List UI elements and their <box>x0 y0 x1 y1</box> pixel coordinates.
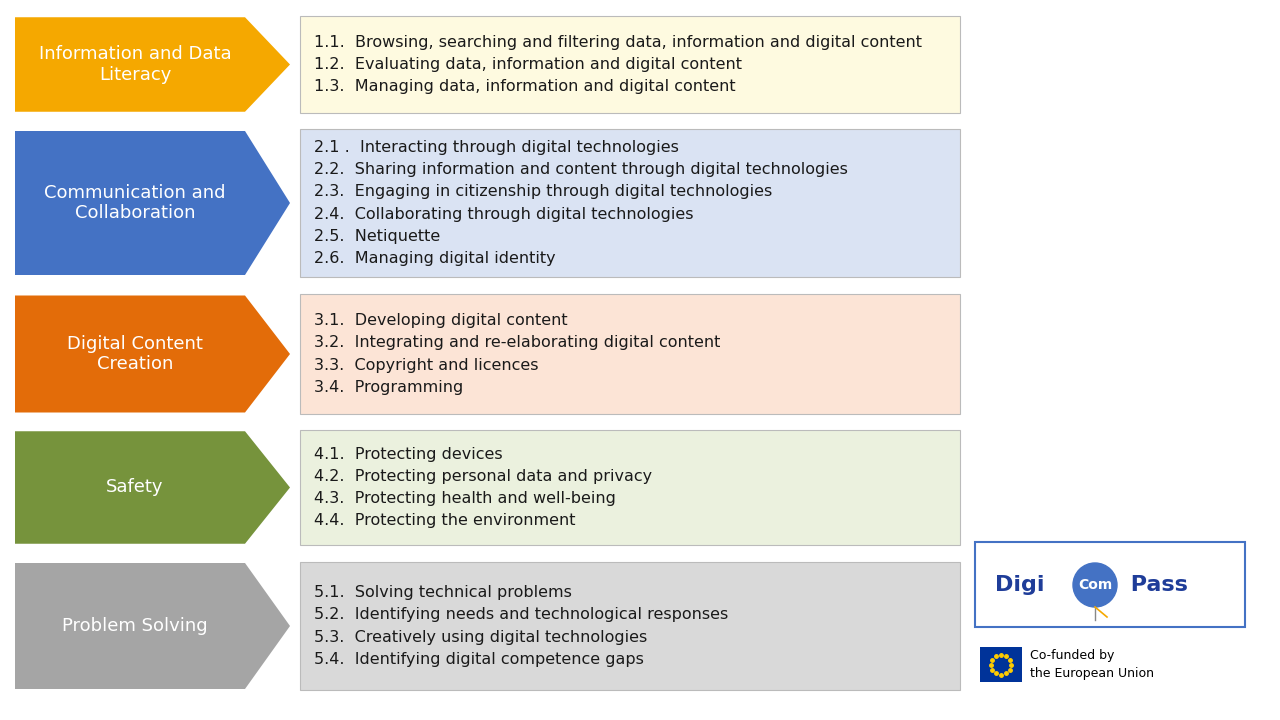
Polygon shape <box>15 17 291 112</box>
Polygon shape <box>15 131 291 275</box>
FancyBboxPatch shape <box>980 647 1021 682</box>
Text: 2.1 .  Interacting through digital technologies
2.2.  Sharing information and co: 2.1 . Interacting through digital techno… <box>314 140 847 266</box>
FancyBboxPatch shape <box>300 562 960 690</box>
Text: Digi: Digi <box>995 575 1052 595</box>
Text: 4.1.  Protecting devices
4.2.  Protecting personal data and privacy
4.3.  Protec: 4.1. Protecting devices 4.2. Protecting … <box>314 446 652 528</box>
Text: Safety: Safety <box>106 479 164 497</box>
Text: Information and Data
Literacy: Information and Data Literacy <box>38 45 232 84</box>
Text: 5.1.  Solving technical problems
5.2.  Identifying needs and technological respo: 5.1. Solving technical problems 5.2. Ide… <box>314 585 728 667</box>
Text: Digital Content
Creation: Digital Content Creation <box>67 335 204 374</box>
Text: Pass: Pass <box>1123 575 1188 595</box>
Text: 3.1.  Developing digital content
3.2.  Integrating and re-elaborating digital co: 3.1. Developing digital content 3.2. Int… <box>314 313 721 395</box>
Text: Co-funded by
the European Union: Co-funded by the European Union <box>1030 649 1155 680</box>
FancyBboxPatch shape <box>300 430 960 545</box>
Text: Problem Solving: Problem Solving <box>63 617 207 635</box>
Polygon shape <box>15 563 291 689</box>
FancyBboxPatch shape <box>300 17 960 113</box>
Text: 1.1.  Browsing, searching and filtering data, information and digital content
1.: 1.1. Browsing, searching and filtering d… <box>314 35 922 94</box>
Polygon shape <box>15 431 291 544</box>
Polygon shape <box>15 295 291 413</box>
Circle shape <box>1073 563 1117 607</box>
Text: Com: Com <box>1078 578 1112 592</box>
FancyBboxPatch shape <box>975 542 1245 627</box>
Text: Communication and
Collaboration: Communication and Collaboration <box>45 184 225 222</box>
FancyBboxPatch shape <box>300 294 960 414</box>
FancyBboxPatch shape <box>300 130 960 276</box>
